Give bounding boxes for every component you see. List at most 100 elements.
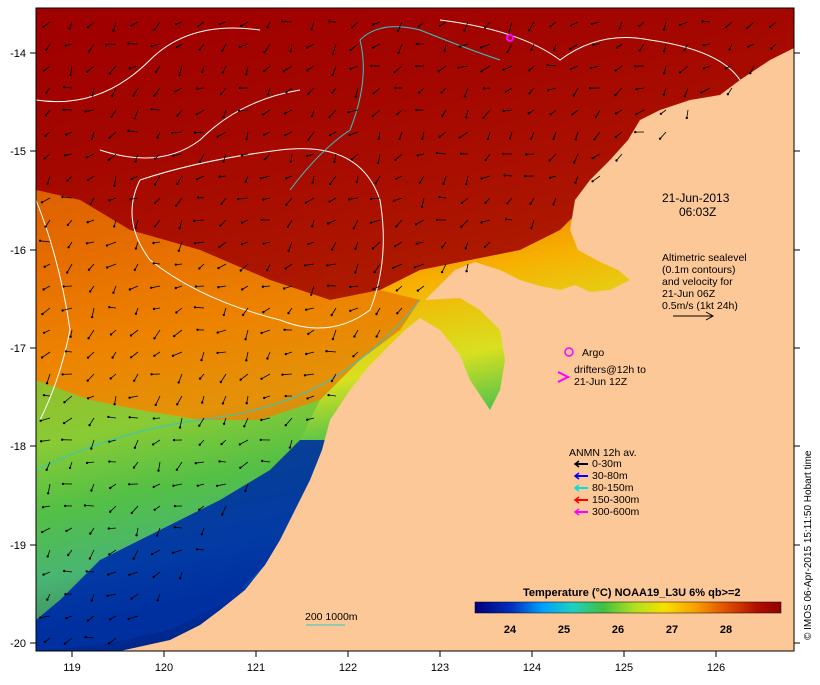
velocity-arrow-head bbox=[356, 181, 358, 183]
velocity-arrow-head bbox=[414, 266, 416, 268]
velocity-arrow-head bbox=[47, 555, 49, 557]
velocity-arrow-head bbox=[311, 225, 313, 227]
velocity-arrow-head bbox=[459, 136, 461, 138]
velocity-arrow-head bbox=[113, 403, 115, 405]
velocity-arrow-head bbox=[418, 25, 420, 27]
velocity-arrow-head bbox=[683, 49, 685, 51]
velocity-arrow-head bbox=[157, 469, 159, 471]
velocity-arrow-head bbox=[267, 93, 269, 95]
velocity-arrow-head bbox=[749, 72, 751, 74]
velocity-arrow-head bbox=[591, 180, 593, 182]
velocity-arrow-head bbox=[465, 116, 467, 118]
velocity-arrow-head bbox=[193, 220, 195, 222]
velocity-arrow-head bbox=[484, 202, 486, 204]
velocity-arrow-head bbox=[418, 92, 420, 94]
velocity-arrow-head bbox=[153, 262, 155, 264]
x-tick-label: 126 bbox=[707, 662, 725, 674]
velocity-arrow-head bbox=[172, 552, 174, 554]
velocity-arrow-head bbox=[326, 264, 328, 266]
velocity-arrow-head bbox=[220, 443, 222, 445]
velocity-arrow-head bbox=[679, 71, 681, 73]
velocity-arrow-head bbox=[244, 490, 246, 492]
velocity-arrow-head bbox=[574, 138, 576, 140]
velocity-arrow-head bbox=[290, 50, 292, 52]
velocity-arrow-head bbox=[333, 161, 335, 163]
info-line-3: and velocity for bbox=[662, 276, 733, 288]
velocity-arrow-head bbox=[196, 113, 198, 115]
velocity-arrow-head bbox=[64, 154, 66, 156]
anmn-legend-label: 30-80m bbox=[592, 470, 628, 482]
velocity-arrow-head bbox=[41, 201, 43, 203]
velocity-arrow-head bbox=[439, 25, 441, 27]
velocity-arrow-head bbox=[394, 245, 396, 247]
velocity-arrow-head bbox=[353, 335, 355, 337]
velocity-arrow-head bbox=[44, 225, 46, 227]
velocity-arrow-head bbox=[195, 462, 197, 464]
velocity-arrow-head bbox=[196, 548, 198, 550]
velocity-arrow-head bbox=[87, 221, 89, 223]
velocity-arrow-head bbox=[686, 117, 688, 119]
velocity-arrow-head bbox=[175, 311, 177, 313]
velocity-arrow-head bbox=[201, 401, 203, 403]
velocity-arrow-head bbox=[108, 306, 110, 308]
velocity-arrow-head bbox=[329, 200, 331, 202]
velocity-arrow-head bbox=[218, 460, 220, 462]
velocity-arrow-head bbox=[421, 138, 423, 140]
drifters-label-1: drifters@12h to bbox=[574, 364, 646, 376]
velocity-arrow-head bbox=[43, 157, 45, 159]
y-tick-label: -20 bbox=[10, 638, 26, 650]
velocity-arrow-head bbox=[41, 356, 43, 358]
velocity-arrow-head bbox=[172, 355, 174, 357]
velocity-arrow-head bbox=[327, 222, 329, 224]
velocity-arrow-head bbox=[153, 576, 155, 578]
velocity-arrow-head bbox=[218, 246, 220, 248]
velocity-arrow-head bbox=[241, 288, 243, 290]
velocity-arrow-head bbox=[151, 553, 153, 555]
velocity-arrow-head bbox=[135, 313, 137, 315]
velocity-arrow-head bbox=[306, 155, 308, 157]
velocity-arrow-head bbox=[260, 378, 262, 380]
velocity-arrow-head bbox=[153, 486, 155, 488]
velocity-arrow-head bbox=[69, 74, 71, 76]
velocity-arrow-head bbox=[310, 28, 312, 30]
velocity-arrow-head bbox=[393, 71, 395, 73]
velocity-arrow-head bbox=[150, 373, 152, 375]
velocity-arrow-head bbox=[351, 158, 353, 160]
velocity-arrow-head bbox=[417, 154, 419, 156]
velocity-arrow-head bbox=[178, 74, 180, 76]
velocity-arrow-head bbox=[86, 156, 88, 158]
velocity-arrow-head bbox=[484, 159, 486, 161]
info-line-4: 21-Jun 06Z bbox=[662, 288, 716, 300]
velocity-arrow-head bbox=[132, 558, 134, 560]
velocity-arrow-head bbox=[45, 92, 47, 94]
velocity-arrow-head bbox=[351, 26, 353, 28]
velocity-arrow-head bbox=[244, 338, 246, 340]
velocity-arrow-head bbox=[217, 286, 219, 288]
velocity-arrow bbox=[85, 506, 94, 507]
velocity-arrow-head bbox=[245, 73, 247, 75]
velocity-arrow-head bbox=[41, 313, 43, 315]
velocity-arrow-head bbox=[108, 642, 110, 644]
velocity-arrow-head bbox=[39, 617, 41, 619]
velocity-arrow-head bbox=[87, 337, 89, 339]
velocity-arrow-head bbox=[133, 466, 135, 468]
velocity-arrow-head bbox=[153, 417, 155, 419]
velocity-arrow-head bbox=[67, 224, 69, 226]
velocity-arrow-head bbox=[615, 159, 617, 161]
velocity-arrow-head bbox=[373, 92, 375, 94]
velocity-arrow-head bbox=[304, 374, 306, 376]
velocity-arrow-head bbox=[415, 109, 417, 111]
velocity-arrow-head bbox=[573, 161, 575, 163]
velocity-arrow-head bbox=[63, 401, 65, 403]
velocity-arrow-head bbox=[153, 337, 155, 339]
velocity-arrow-head bbox=[348, 198, 350, 200]
velocity-arrow-head bbox=[547, 89, 549, 91]
velocity-arrow-head bbox=[283, 329, 285, 331]
velocity-arrow-head bbox=[40, 420, 42, 422]
x-tick-label: 122 bbox=[339, 662, 357, 674]
velocity-arrow-head bbox=[175, 264, 177, 266]
velocity-arrow-head bbox=[198, 509, 200, 511]
velocity-arrow-head bbox=[43, 70, 45, 72]
velocity-arrow-head bbox=[285, 204, 287, 206]
velocity-arrow-head bbox=[129, 288, 131, 290]
